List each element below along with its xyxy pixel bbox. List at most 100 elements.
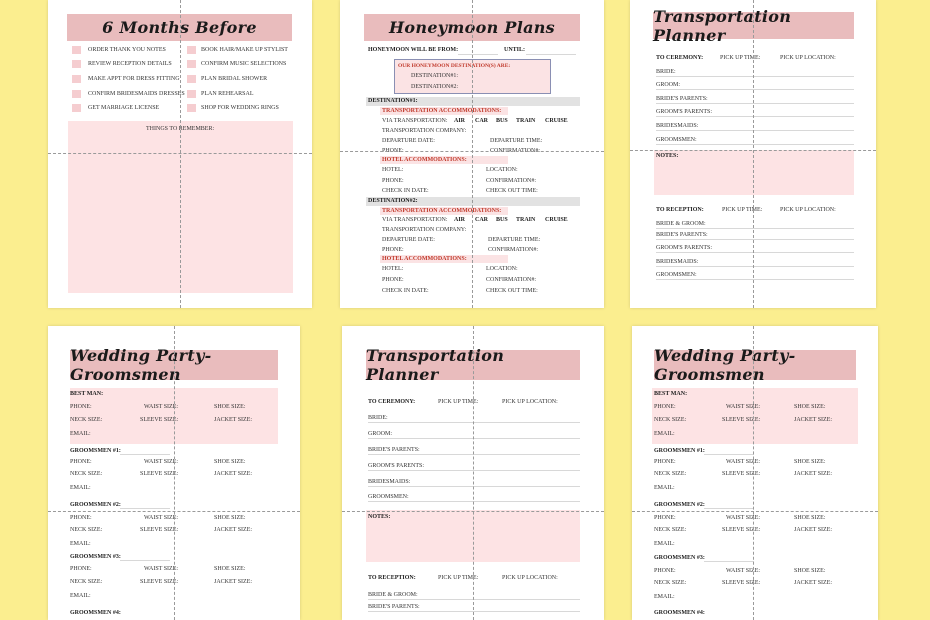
mode-air[interactable]: AIR <box>454 217 466 223</box>
field-label: CONFIRMATION#: <box>486 277 537 283</box>
field-label: BRIDE'S PARENTS: <box>656 232 708 238</box>
field-label: NECK SIZE: <box>654 580 687 586</box>
checklist-item: MAKE APPT FOR DRESS FITTING <box>88 76 180 82</box>
input-line[interactable] <box>656 252 854 253</box>
checkbox[interactable] <box>72 90 81 98</box>
field-label: DEPARTURE DATE: <box>382 237 435 243</box>
checkbox[interactable] <box>72 60 81 68</box>
mode-train[interactable]: TRAIN <box>516 217 536 223</box>
mode-train[interactable]: TRAIN <box>516 118 536 124</box>
fold-line <box>340 151 604 152</box>
input-line[interactable] <box>368 470 580 471</box>
checkbox[interactable] <box>72 46 81 54</box>
field-label: SHOE SIZE: <box>794 404 826 410</box>
field-label: NECK SIZE: <box>654 417 687 423</box>
field-label: SLEEVE SIZE: <box>140 527 179 533</box>
notes-box[interactable] <box>654 150 854 195</box>
input-line[interactable] <box>656 89 854 90</box>
fold-line <box>753 0 754 308</box>
field-label: JACKET SIZE: <box>214 579 253 585</box>
fold-line <box>342 511 604 512</box>
input-line[interactable] <box>368 438 580 439</box>
best-man-box[interactable] <box>652 388 858 444</box>
checkbox[interactable] <box>187 104 196 112</box>
mode-air[interactable]: AIR <box>454 118 466 124</box>
field-label: CHECK OUT TIME: <box>486 288 538 294</box>
field-label: PICK UP LOCATION: <box>502 575 558 581</box>
input-line[interactable] <box>120 454 170 455</box>
input-line[interactable] <box>704 561 754 562</box>
field-label: EMAIL: <box>654 594 675 600</box>
checklist-item: REVIEW RECEPTION DETAILS <box>88 61 172 67</box>
page-title: Wedding Party- Groomsmen <box>654 346 856 384</box>
mode-bus[interactable]: BUS <box>496 118 508 124</box>
field-label: EMAIL: <box>70 485 91 491</box>
checkbox[interactable] <box>187 46 196 54</box>
field-label: GROOM'S PARENTS: <box>656 109 713 115</box>
input-line[interactable] <box>120 560 170 561</box>
field-label: BRIDE'S PARENTS: <box>368 604 420 610</box>
field-label: EMAIL: <box>70 593 91 599</box>
field-label: SLEEVE SIZE: <box>722 580 761 586</box>
field-label: NECK SIZE: <box>654 527 687 533</box>
page-groomsmen-right: Wedding Party- Groomsmen BEST MAN: PHONE… <box>632 326 878 620</box>
input-line[interactable] <box>368 501 580 502</box>
input-line[interactable] <box>656 228 854 229</box>
input-line[interactable] <box>656 103 854 104</box>
field-label: PHONE: <box>382 178 404 184</box>
field-label: SHOE SIZE: <box>794 515 826 521</box>
field-label: EMAIL: <box>70 431 91 437</box>
field-label: BRIDE: <box>656 69 676 75</box>
mode-cruise[interactable]: CRUISE <box>545 217 568 223</box>
input-line[interactable] <box>526 54 576 55</box>
input-line[interactable] <box>368 611 580 612</box>
input-line[interactable] <box>368 454 580 455</box>
field-label: WAIST SIZE: <box>726 515 761 521</box>
input-line[interactable] <box>656 76 854 77</box>
page-honeymoon-plans: Honeymoon Plans HONEYMOON WILL BE FROM: … <box>340 0 604 308</box>
checkbox[interactable] <box>72 104 81 112</box>
input-line[interactable] <box>704 454 754 455</box>
mode-car[interactable]: CAR <box>475 118 488 124</box>
mode-car[interactable]: CAR <box>475 217 488 223</box>
section-bar <box>366 97 580 106</box>
field-label: SHOE SIZE: <box>794 568 826 574</box>
input-line[interactable] <box>368 599 580 600</box>
mode-cruise[interactable]: CRUISE <box>545 118 568 124</box>
field-label: GROOM: <box>656 82 681 88</box>
field-label: PICK UP LOCATION: <box>780 207 836 213</box>
checkbox[interactable] <box>72 75 81 83</box>
field-label: TO RECEPTION: <box>656 207 704 213</box>
field-label: HOTEL: <box>382 167 404 173</box>
transport-heading: TRANSPORTATION ACCOMMODATIONS: <box>382 108 502 114</box>
checklist-item: GET MARRIAGE LICENSE <box>88 105 160 111</box>
input-line[interactable] <box>368 422 580 423</box>
input-line[interactable] <box>120 508 170 509</box>
field-label: SHOE SIZE: <box>794 459 826 465</box>
input-line[interactable] <box>656 130 854 131</box>
checkbox[interactable] <box>187 90 196 98</box>
checklist-item: BOOK HAIR/MAKE UP STYLIST <box>201 47 288 53</box>
mode-bus[interactable]: BUS <box>496 217 508 223</box>
checkbox[interactable] <box>187 75 196 83</box>
fold-line <box>180 0 181 308</box>
field-label: HONEYMOON WILL BE FROM: <box>368 47 459 53</box>
field-label: BRIDESMAIDS: <box>656 123 699 129</box>
checkbox[interactable] <box>187 60 196 68</box>
fold-line <box>753 326 754 620</box>
field-label: LOCATION: <box>486 266 518 272</box>
input-line[interactable] <box>368 486 580 487</box>
hotel-heading: HOTEL ACCOMMODATIONS: <box>382 157 467 163</box>
field-label: BEST MAN: <box>654 391 688 397</box>
input-line[interactable] <box>458 54 498 55</box>
checklist-item: SHOP FOR WEDDING RINGS <box>201 105 279 111</box>
field-label: SLEEVE SIZE: <box>140 471 179 477</box>
input-line[interactable] <box>704 508 754 509</box>
field-label: BRIDE & GROOM: <box>368 592 418 598</box>
field-label: PHONE: <box>70 404 92 410</box>
input-line[interactable] <box>656 144 854 145</box>
input-line[interactable] <box>656 266 854 267</box>
input-line[interactable] <box>656 116 854 117</box>
input-line[interactable] <box>656 239 854 240</box>
input-line[interactable] <box>656 279 854 280</box>
